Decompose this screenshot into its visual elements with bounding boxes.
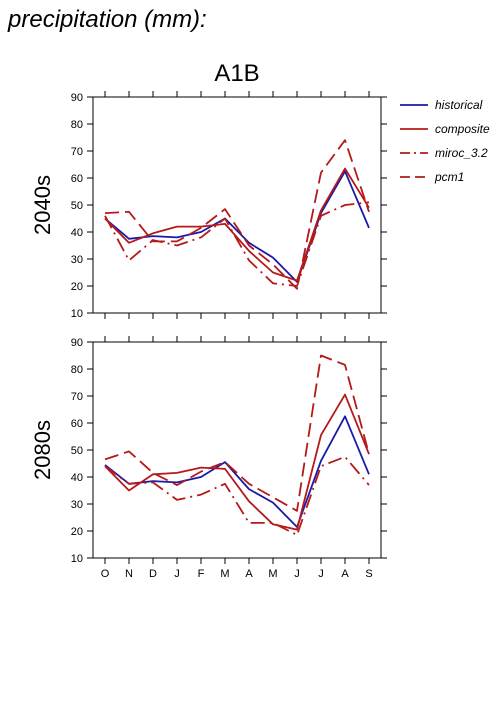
- chart-panels: 10 20 30 40 50 60 70 80 90 2040s 10 20 30 40 50 60 70 80 9…: [30, 91, 387, 580]
- chart-legend: historical composite miroc_3.2 pcm1: [400, 98, 490, 184]
- x-tick-label: D: [149, 568, 157, 580]
- x-tick-label: O: [101, 568, 110, 580]
- panel-2040s: 10 20 30 40 50 60 70 80 90 2040s: [30, 91, 387, 320]
- x-tick-label: M: [220, 568, 229, 580]
- y-axis-label: 2080s: [30, 420, 55, 480]
- y-tick-label: 40: [71, 227, 83, 239]
- plot-frame: [92, 96, 382, 314]
- chart-title: A1B: [214, 60, 259, 87]
- series-line-composite: [104, 167, 370, 282]
- y-tick-label: 50: [71, 200, 83, 212]
- x-tick-label: N: [125, 568, 133, 580]
- series-line-miroc-3-2: [104, 455, 370, 536]
- y-tick-label: 10: [71, 553, 83, 565]
- legend-label: historical: [435, 98, 483, 112]
- y-tick-label: 60: [71, 173, 83, 185]
- series-line-historical: [104, 170, 370, 283]
- x-tick-label: F: [198, 568, 205, 580]
- y-tick-label: 40: [71, 472, 83, 484]
- plot-frame: [92, 341, 382, 559]
- legend-item-historical: historical: [400, 98, 483, 112]
- series-line-composite: [104, 393, 370, 531]
- legend-item-pcm1: pcm1: [400, 170, 464, 184]
- legend-item-composite: composite: [400, 122, 490, 136]
- y-tick-label: 90: [71, 337, 83, 349]
- legend-item-miroc-3-2: miroc_3.2: [400, 146, 488, 160]
- y-tick-label: 90: [71, 92, 83, 104]
- y-axis-label: 2040s: [30, 175, 55, 235]
- series-line-historical: [104, 415, 370, 528]
- figure-heading: precipitation (mm):: [8, 6, 207, 33]
- series-line-pcm1: [104, 354, 370, 512]
- series-line-miroc-3-2: [104, 201, 370, 287]
- y-tick-label: 80: [71, 364, 83, 376]
- panel-2080s: 10 20 30 40 50 60 70 80 90 O N D J F M A M J J A S 2080s: [30, 336, 387, 580]
- legend-label: miroc_3.2: [435, 146, 488, 160]
- x-tick-label: J: [318, 568, 324, 580]
- x-tick-label: A: [245, 568, 253, 580]
- y-tick-label: 60: [71, 418, 83, 430]
- y-tick-label: 10: [71, 308, 83, 320]
- x-tick-label: J: [174, 568, 180, 580]
- y-tick-label: 30: [71, 254, 83, 266]
- x-tick-label: S: [365, 568, 372, 580]
- x-tick-label: A: [341, 568, 349, 580]
- series-line-pcm1: [104, 139, 370, 290]
- y-tick-label: 70: [71, 391, 83, 403]
- x-tick-label: J: [294, 568, 300, 580]
- y-tick-label: 20: [71, 281, 83, 293]
- legend-label: composite: [435, 122, 490, 136]
- y-tick-label: 70: [71, 146, 83, 158]
- y-tick-label: 30: [71, 499, 83, 511]
- y-tick-label: 80: [71, 119, 83, 131]
- y-tick-label: 20: [71, 526, 83, 538]
- legend-label: pcm1: [434, 170, 464, 184]
- y-tick-label: 50: [71, 445, 83, 457]
- x-tick-label: M: [268, 568, 277, 580]
